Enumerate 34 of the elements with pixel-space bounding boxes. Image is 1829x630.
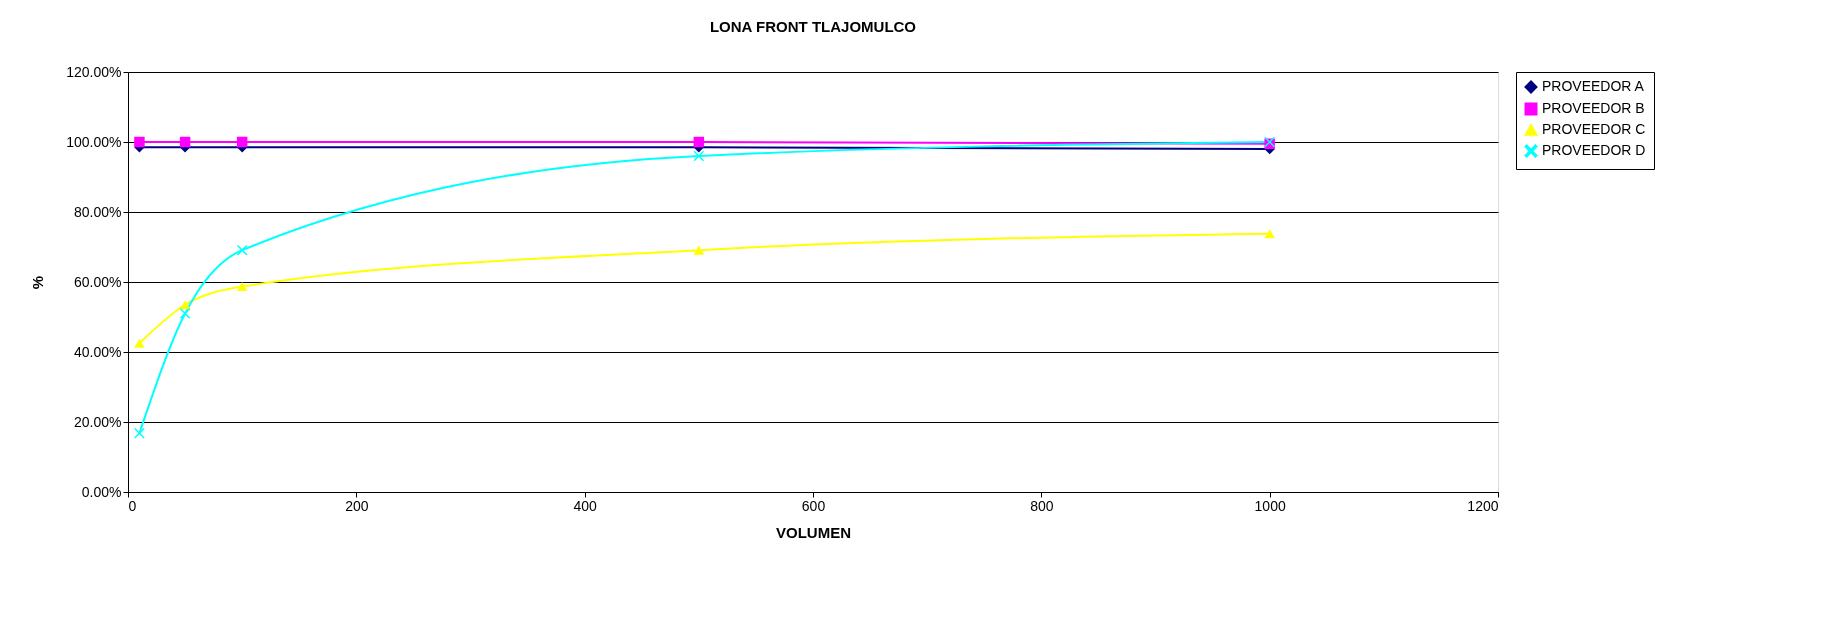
point [693, 245, 705, 255]
y-axis-title: % [29, 275, 47, 290]
y-tick-label: 0.00% [81, 483, 122, 500]
point [134, 136, 145, 148]
x-tick-label: 200 [345, 497, 369, 514]
y-tick-label: 80.00% [74, 203, 122, 220]
point [179, 300, 191, 310]
y-tick-label: 100.00% [66, 133, 122, 150]
legend-label: PROVEEDOR C [1542, 121, 1646, 137]
legend-label: PROVEEDOR B [1542, 100, 1645, 116]
y-tick-label: 20.00% [74, 413, 122, 430]
y-tick-label: 40.00% [74, 343, 122, 360]
y-tick-label: 60.00% [74, 273, 122, 290]
y-tick-label: 120.00% [66, 63, 122, 80]
x-axis-title: VOLUMEN [776, 523, 851, 541]
x-tick-label: 800 [1030, 497, 1054, 514]
x-tick-label: 1200 [1467, 497, 1499, 514]
point [693, 150, 705, 162]
point [179, 308, 191, 319]
point [179, 136, 191, 148]
point [134, 338, 145, 348]
x-tick-label: 400 [573, 497, 598, 514]
point [236, 282, 248, 292]
x-tick-label: 600 [801, 497, 826, 514]
x-tick-label: 1000 [1254, 497, 1286, 514]
x-tick-label: 0 [128, 497, 137, 514]
point [236, 244, 248, 256]
legend-label: PROVEEDOR D [1542, 142, 1646, 158]
legend-label: PROVEEDOR A [1542, 78, 1645, 94]
chart-title: LONA FRONT TLAJOMULCO [709, 18, 917, 35]
point [134, 427, 145, 439]
point [693, 136, 705, 148]
point [1264, 229, 1275, 239]
point [236, 136, 248, 148]
